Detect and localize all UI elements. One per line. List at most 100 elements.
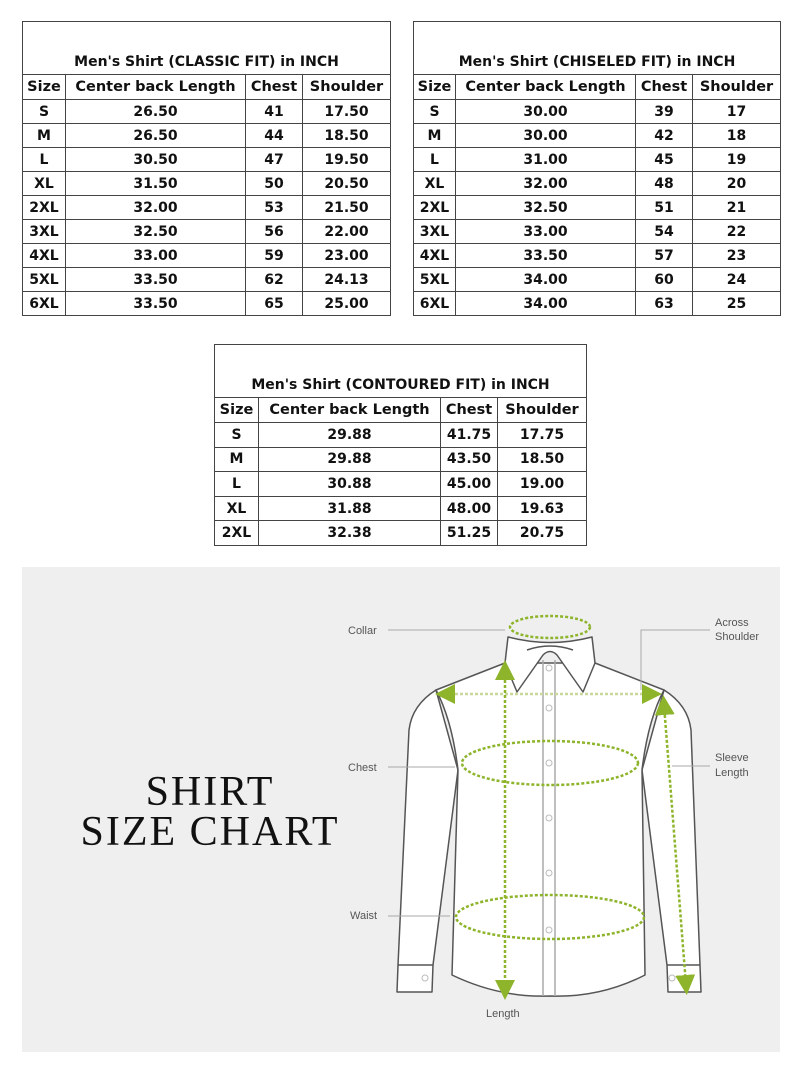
column-header: Chest — [440, 397, 498, 423]
table-cell: 59 — [245, 243, 303, 268]
label-sleeve-length-2: Length — [715, 767, 749, 779]
table-row: XL 31.88 48.00 19.63 — [214, 495, 587, 522]
table-cell: M — [413, 123, 456, 148]
table-row: L 31.00 45 19 — [413, 147, 782, 172]
table-cell: 33.00 — [455, 219, 636, 244]
table-header-row: Size Center back Length Chest Shoulder — [214, 397, 587, 423]
table-cell: 30.88 — [258, 471, 441, 497]
table-cell: 30.00 — [455, 123, 636, 148]
table-cell: 32.38 — [258, 520, 441, 546]
table-cell: 62 — [245, 267, 303, 292]
shirt-measurement-illustration: SHIRT SIZE CHART — [22, 567, 780, 1052]
table-header-row: Size Center back Length Chest Shoulder — [22, 74, 391, 100]
label-chest: Chest — [348, 762, 377, 774]
label-sleeve-length: Sleeve — [715, 752, 749, 764]
table-cell: 53 — [245, 195, 303, 220]
table-cell: 30.50 — [65, 147, 246, 172]
label-waist: Waist — [350, 910, 377, 922]
table-cell: 34.00 — [455, 291, 636, 316]
column-header: Center back Length — [65, 74, 246, 100]
table-cell: 20 — [691, 171, 782, 196]
waist-measure — [454, 893, 646, 941]
table-cell: 24 — [691, 267, 782, 292]
chest-measure — [460, 739, 640, 787]
table-cell: 5XL — [22, 267, 66, 292]
table-cell: 19.50 — [302, 147, 391, 172]
column-header: Shoulder — [497, 397, 587, 423]
table-cell: 57 — [635, 243, 693, 268]
table-row: 3XL 32.50 56 22.00 — [22, 219, 391, 244]
table-cell: 19.63 — [497, 495, 587, 522]
table-cell: 17.75 — [497, 422, 587, 448]
table-cell: 56 — [245, 219, 303, 244]
table-cell: 47 — [245, 147, 303, 172]
label-across-shoulder-2: Shoulder — [715, 631, 759, 643]
table-row: S 26.50 41 17.50 — [22, 99, 391, 124]
title-line-2: SIZE CHART — [80, 809, 340, 855]
table-cell: 23.00 — [302, 243, 391, 268]
table-cell: 31.88 — [258, 495, 441, 522]
chiseled-fit-size-table: Men's Shirt (CHISELED FIT) in INCH Size C… — [412, 21, 782, 316]
label-collar: Collar — [348, 625, 377, 637]
table-cell: 29.88 — [258, 422, 441, 448]
size-chart-title: SHIRT SIZE CHART — [50, 771, 370, 855]
table-cell: 51.25 — [440, 520, 498, 546]
table-cell: 30.00 — [455, 99, 636, 124]
table-cell: XL — [22, 171, 66, 196]
table-cell: 20.50 — [302, 171, 391, 196]
table-cell: 33.50 — [455, 243, 636, 268]
table-row: L 30.50 47 19.50 — [22, 147, 391, 172]
table-cell: 45 — [635, 147, 693, 172]
column-header: Chest — [635, 74, 693, 100]
table-cell: 31.50 — [65, 171, 246, 196]
measurement-guides — [435, 614, 696, 1000]
table-header-row: Size Center back Length Chest Shoulder — [413, 74, 782, 100]
table-cell: 23 — [691, 243, 782, 268]
table-cell: 5XL — [413, 267, 456, 292]
table-cell: XL — [413, 171, 456, 196]
column-header: Center back Length — [258, 397, 441, 423]
table-cell: 17 — [691, 99, 782, 124]
shirt-buttons — [421, 664, 676, 982]
table-cell: 54 — [635, 219, 693, 244]
column-header: Shoulder — [302, 74, 391, 100]
table-cell: 42 — [635, 123, 693, 148]
table-row: 4XL 33.00 59 23.00 — [22, 243, 391, 268]
table-cell: 6XL — [413, 291, 456, 316]
table-row: 2XL 32.00 53 21.50 — [22, 195, 391, 220]
table-cell: 33.50 — [65, 291, 246, 316]
table-cell: 41.75 — [440, 422, 498, 448]
table-cell: 39 — [635, 99, 693, 124]
table-cell: 51 — [635, 195, 693, 220]
column-header: Size — [214, 397, 259, 423]
table-cell: 3XL — [22, 219, 66, 244]
table-cell: 41 — [245, 99, 303, 124]
table-cell: 19 — [691, 147, 782, 172]
column-header: Chest — [245, 74, 303, 100]
table-cell: 4XL — [413, 243, 456, 268]
table-cell: S — [413, 99, 456, 124]
table-row: 6XL 33.50 65 25.00 — [22, 291, 391, 316]
table-cell: 18.50 — [302, 123, 391, 148]
label-leader-lines — [388, 629, 710, 917]
table-row: 3XL 33.00 54 22 — [413, 219, 782, 244]
table-cell: 2XL — [413, 195, 456, 220]
table-cell: S — [22, 99, 66, 124]
table-cell: 44 — [245, 123, 303, 148]
table-cell: 22 — [691, 219, 782, 244]
column-header: Size — [22, 74, 66, 100]
table-row: 2XL 32.50 51 21 — [413, 195, 782, 220]
table-cell: 17.50 — [302, 99, 391, 124]
table-cell: 19.00 — [497, 471, 587, 497]
table-cell: 31.00 — [455, 147, 636, 172]
table-cell: 32.00 — [455, 171, 636, 196]
table-cell: 2XL — [214, 520, 259, 546]
sleeve-measure — [654, 695, 696, 995]
table-cell: 43.50 — [440, 446, 498, 473]
table-cell: 33.50 — [65, 267, 246, 292]
table-cell: 24.13 — [302, 267, 391, 292]
contoured-fit-size-table: Men's Shirt (CONTOURED FIT) in INCH Size… — [214, 344, 587, 546]
table-cell: 32.00 — [65, 195, 246, 220]
collar-measure — [508, 614, 592, 640]
label-length: Length — [486, 1008, 520, 1020]
